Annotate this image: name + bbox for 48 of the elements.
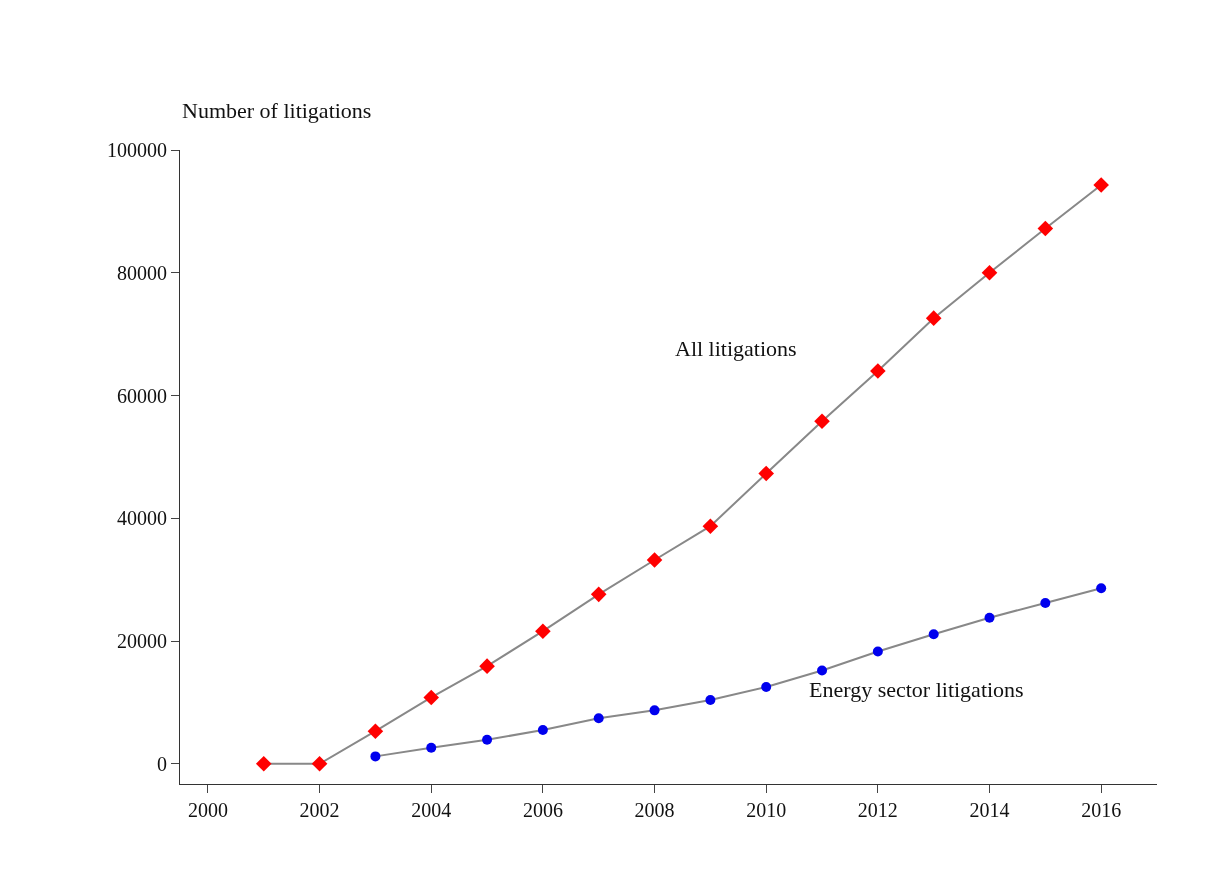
point <box>984 612 995 623</box>
point <box>758 465 774 482</box>
point <box>981 264 998 281</box>
point <box>814 413 830 430</box>
x-tick-label: 2002 <box>299 799 340 821</box>
point <box>872 646 883 657</box>
point <box>255 755 272 772</box>
y-tick-label: 0 <box>157 752 167 775</box>
x-tick-label: 2016 <box>1081 799 1122 821</box>
x-tick-label: 2004 <box>411 799 452 821</box>
y-tick-label: 80000 <box>117 261 167 284</box>
y-tick-label: 40000 <box>117 507 167 530</box>
x-tick-label: 2006 <box>522 799 563 821</box>
point <box>817 665 828 676</box>
point <box>761 682 772 693</box>
y-tick-label: 100000 <box>107 139 167 161</box>
point <box>646 552 663 568</box>
point <box>426 742 437 753</box>
point <box>870 363 886 379</box>
point <box>928 629 939 640</box>
point <box>925 310 942 326</box>
point <box>1037 220 1054 237</box>
point <box>702 518 719 535</box>
point <box>535 623 551 639</box>
point <box>705 694 716 705</box>
y-axis-title: Number of litigations <box>182 98 372 123</box>
point <box>649 705 660 716</box>
point <box>482 734 493 745</box>
point <box>367 723 384 740</box>
y-tick-label: 20000 <box>117 630 167 652</box>
point <box>423 689 440 706</box>
annotation: Energy sector litigations <box>809 677 1024 702</box>
x-tick-label: 2008 <box>634 799 675 821</box>
point <box>370 751 381 762</box>
x-tick-label: 2010 <box>746 799 787 821</box>
point <box>1096 583 1107 594</box>
y-tick-label: 60000 <box>117 384 167 407</box>
x-tick-label: 2000 <box>187 799 228 821</box>
point <box>537 724 548 735</box>
point <box>1040 597 1051 608</box>
x-tick-label: 2014 <box>969 799 1010 821</box>
point <box>311 755 328 772</box>
point <box>593 713 604 724</box>
point <box>590 586 607 603</box>
annotation: All litigations <box>675 336 797 361</box>
point <box>1093 177 1109 193</box>
x-tick-label: 2012 <box>857 799 898 821</box>
point <box>479 658 495 674</box>
